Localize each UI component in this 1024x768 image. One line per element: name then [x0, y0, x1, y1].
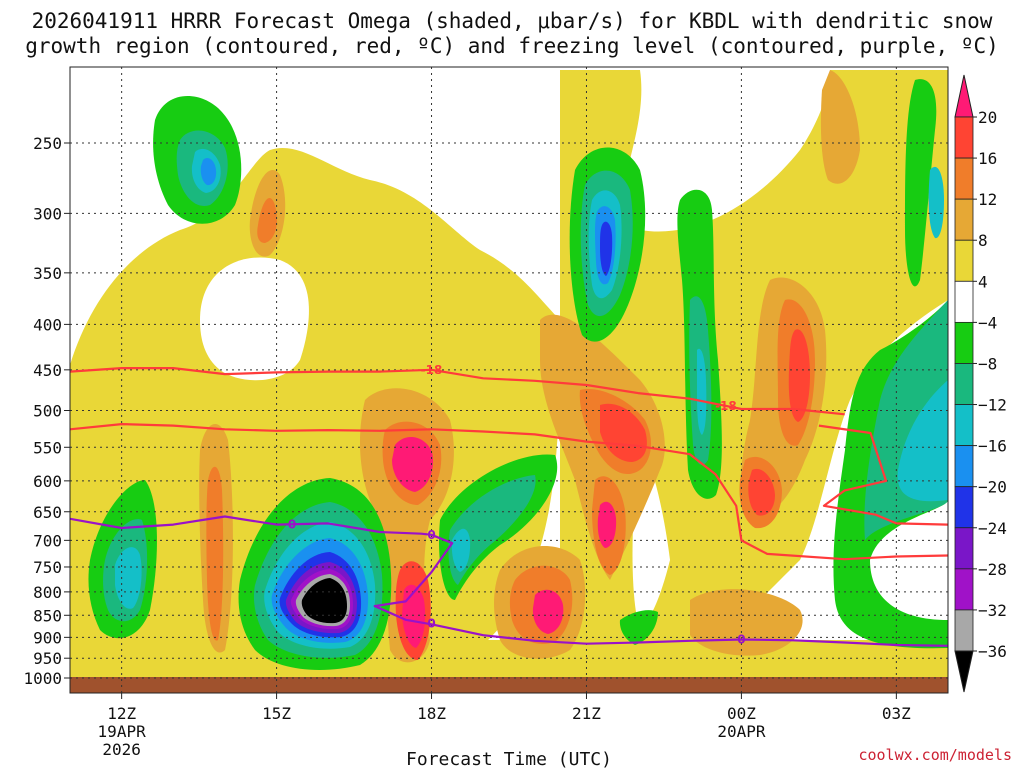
x-tick-label: 12Z [107, 704, 136, 723]
y-tick-label: 750 [33, 558, 62, 577]
colorbar-bin [954, 363, 974, 405]
colorbar-label: 4 [978, 272, 988, 291]
colorbar-label: −28 [978, 560, 1007, 579]
y-tick-label: 850 [33, 606, 62, 625]
shade-cyan-2 [115, 547, 142, 609]
shade-magenta-6 [597, 501, 617, 548]
y-tick-label: 600 [33, 472, 62, 491]
colorbar-label: −32 [978, 601, 1007, 620]
shade-magenta-5 [532, 589, 564, 634]
colorbar: 20 16 12 8 4 −4 −8 −12 −16 −20 −24 −28 −32 −36 [954, 74, 1007, 693]
colorbar-label: 16 [978, 149, 997, 168]
dgz-contour [70, 423, 948, 561]
dgz-contour [818, 424, 948, 526]
shade-teal-4 [448, 475, 536, 585]
colorbar-bin [954, 527, 974, 570]
plot-frame [69, 66, 949, 694]
x-tick-label: 18Z [417, 704, 446, 723]
shade-white-hole-2 [670, 70, 780, 190]
y-tick-label: 550 [33, 438, 62, 457]
contour-label: 0 [427, 616, 435, 630]
x-tick-label: 15Z [262, 704, 291, 723]
shade-orange-15 [820, 70, 860, 184]
colorbar-bottom-arrow [954, 650, 974, 693]
colorbar-label: 8 [978, 231, 988, 250]
contour-lines: -18 0 -18 0 0 0 [70, 363, 948, 647]
x-tick-sublabel: 2026 [102, 740, 141, 759]
y-tick-label: 450 [33, 361, 62, 380]
shade-red-2 [788, 329, 810, 422]
shade-black-3 [301, 578, 347, 624]
x-axis-label: Forecast Time (UTC) [406, 749, 612, 768]
y-tick-label: 350 [33, 264, 62, 283]
shade-blue-1 [200, 158, 217, 186]
y-tick-label: 650 [33, 503, 62, 522]
x-tick-label: 03Z [882, 704, 911, 723]
y-tick-label: 400 [33, 315, 62, 334]
chart-title-line-2: growth region (contoured, red, ºC) and f… [25, 34, 999, 58]
x-tick-sublabel: 20APR [717, 722, 766, 741]
colorbar-label: 20 [978, 108, 997, 127]
colorbar-bin [954, 404, 974, 447]
omega-shading [70, 70, 948, 680]
contour-label: 0 [427, 528, 435, 542]
y-axis: 250 300 350 400 450 500 550 600 650 700 750 800 850 9… [23, 134, 70, 688]
colorbar-bin [954, 198, 974, 241]
shade-orange-2 [257, 197, 277, 243]
colorbar-bin [954, 157, 974, 200]
colorbar-label: −20 [978, 478, 1007, 497]
shade-green-9 [905, 79, 937, 287]
colorbar-bin [954, 239, 974, 282]
colorbar-label: −16 [978, 437, 1007, 456]
colorbar-bin [954, 280, 974, 323]
colorbar-label: −12 [978, 396, 1007, 415]
shade-green-7 [619, 610, 658, 645]
colorbar-label: −4 [978, 313, 997, 332]
colorbar-label: 12 [978, 190, 997, 209]
freezing-level-contour [70, 515, 948, 647]
y-tick-label: 300 [33, 204, 62, 223]
colorbar-bin [954, 321, 974, 364]
contour-label: 0 [737, 632, 745, 646]
y-tick-label: 500 [33, 402, 62, 421]
y-tick-label: 700 [33, 531, 62, 550]
colorbar-bin [954, 486, 974, 529]
shade-magenta-2 [392, 436, 434, 492]
plot-area: -18 0 -18 0 0 0 [70, 67, 948, 693]
colorbar-label: −24 [978, 519, 1007, 538]
shade-cyan-6 [697, 348, 707, 435]
y-tick-label: 1000 [23, 669, 62, 688]
colorbar-bin [954, 445, 974, 488]
y-tick-label: 950 [33, 649, 62, 668]
contour-label: 0 [288, 518, 296, 532]
shade-yellow-west [70, 147, 560, 672]
dgz-contour [70, 367, 845, 416]
colorbar-bin [954, 568, 974, 611]
contour-label: -18 [715, 399, 737, 413]
credit-text: coolwx.com/models [858, 746, 1012, 764]
colorbar-bin [954, 609, 974, 652]
y-tick-label: 250 [33, 134, 62, 153]
shade-cyan-4 [451, 528, 471, 572]
x-tick-label: 00Z [727, 704, 756, 723]
shade-white-hole-1 [200, 257, 309, 381]
colorbar-label: −8 [978, 354, 997, 373]
y-tick-label: 800 [33, 583, 62, 602]
shade-cyan-9 [928, 166, 944, 239]
colorbar-label: −36 [978, 642, 1007, 661]
colorbar-top-arrow [954, 74, 974, 118]
colorbar-bin [954, 116, 974, 159]
x-tick-label: 21Z [572, 704, 601, 723]
ground-below-surface [70, 677, 948, 693]
y-tick-label: 900 [33, 628, 62, 647]
chart-title-line-1: 2026041911 HRRR Forecast Omega (shaded, … [32, 9, 993, 33]
shade-navy-5 [600, 221, 613, 276]
contour-label: -18 [421, 363, 443, 377]
shade-orange-4 [206, 466, 224, 641]
x-tick-sublabel: 19APR [98, 722, 147, 741]
